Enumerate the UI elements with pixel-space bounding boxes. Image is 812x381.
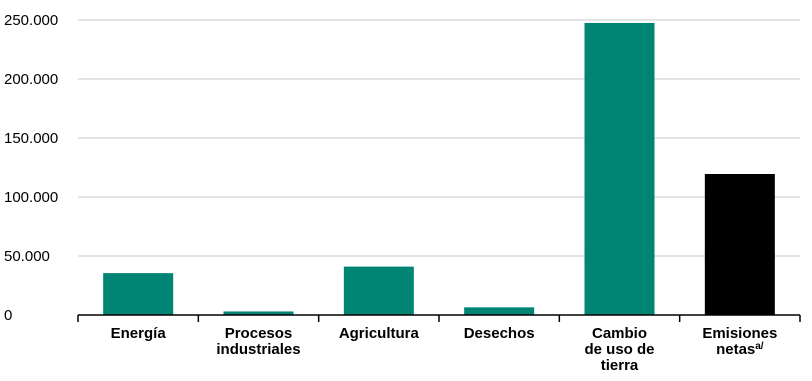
y-tick-label: 250.000 [4,12,58,29]
x-axis-category-labels: Energía Procesos industriales Agricultura De… [111,325,778,374]
y-tick-label: 0 [4,307,12,324]
bar [704,173,775,315]
bar [584,22,655,315]
bar [343,266,414,315]
x-tick-label: Emisiones netasa/ [702,325,777,358]
bar [223,311,294,315]
x-tick-label: Procesos industriales [216,325,300,358]
x-tick-label: Energía [111,325,167,342]
y-tick-label: 150.000 [4,130,58,147]
bar [103,273,174,315]
y-tick-label: 50.000 [4,248,50,265]
bar [464,307,535,315]
x-tick-label: Desechos [464,325,535,342]
y-axis-ticks: 0 50.000 100.000 150.000 200.000 250.000 [4,12,58,324]
y-tick-label: 200.000 [4,71,58,88]
y-tick-label: 100.000 [4,189,58,206]
x-tick-label: Cambio de uso de tierra [584,325,654,374]
grid-lines [78,19,800,257]
bars [103,22,775,315]
x-axis-ticks [77,315,801,322]
x-tick-label: Agricultura [339,325,420,342]
